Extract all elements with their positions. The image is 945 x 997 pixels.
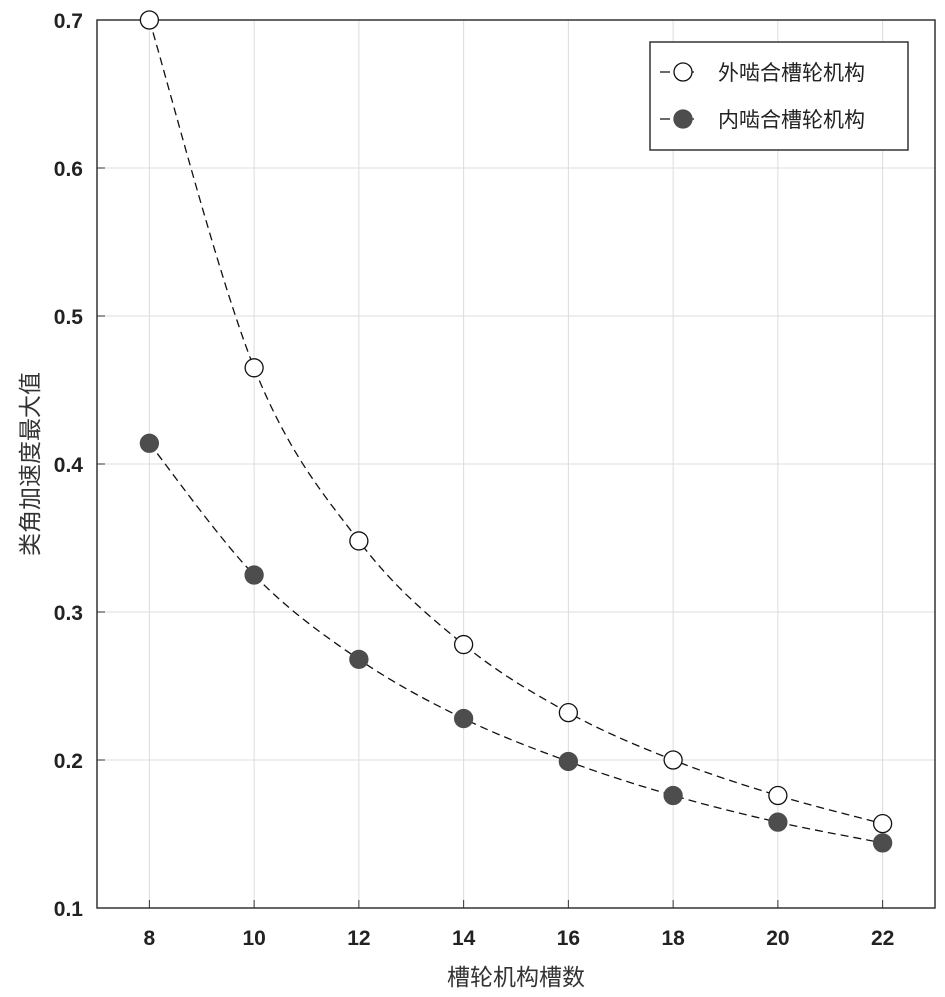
- x-tick-label: 10: [242, 927, 265, 950]
- y-tick-label: 0.7: [54, 10, 83, 33]
- data-point: [139, 433, 160, 453]
- x-axis-label: 槽轮机构槽数: [447, 965, 585, 991]
- data-point: [349, 531, 369, 551]
- x-tick-label: 16: [557, 927, 580, 950]
- ticks: 8 10 12 14 16 18 20 22 0.1 0.2 0.3 0.4 0.5 0.6 0.7: [54, 10, 895, 950]
- y-tick-label: 0.5: [54, 306, 84, 329]
- data-point: [768, 812, 788, 832]
- y-axis-label: 类角加速度最大值: [18, 372, 44, 556]
- legend-marker: [673, 62, 693, 82]
- y-tick-label: 0.4: [54, 454, 84, 477]
- legend-marker: [673, 109, 693, 129]
- legend-label: 外啮合槽轮机构: [718, 61, 865, 85]
- data-point: [872, 813, 893, 834]
- x-tick-label: 22: [871, 927, 894, 950]
- y-tick-label: 0.2: [54, 750, 83, 773]
- y-tick-label: 0.6: [54, 158, 83, 181]
- series-line: [148, 442, 883, 844]
- grid: [97, 19, 935, 909]
- data-point: [663, 785, 683, 806]
- data-point: [349, 649, 369, 670]
- data-point: [558, 751, 579, 772]
- series: [139, 10, 893, 853]
- x-tick-label: 12: [347, 927, 370, 950]
- x-tick-label: 20: [766, 927, 789, 950]
- data-point: [558, 702, 579, 723]
- x-tick-label: 18: [661, 927, 685, 950]
- y-tick-label: 0.3: [54, 602, 83, 625]
- x-tick-label: 8: [144, 927, 156, 950]
- data-point: [663, 750, 683, 770]
- data-point: [872, 833, 893, 853]
- data-point: [453, 634, 474, 655]
- data-point: [768, 785, 788, 806]
- legend-box: [649, 41, 909, 151]
- data-point: [453, 708, 474, 729]
- legend-label: 内啮合槽轮机构: [718, 108, 865, 132]
- data-point: [244, 358, 264, 378]
- data-point: [139, 10, 160, 30]
- y-tick-label: 0.1: [54, 898, 84, 921]
- data-point: [244, 565, 264, 585]
- x-tick-label: 14: [452, 927, 476, 950]
